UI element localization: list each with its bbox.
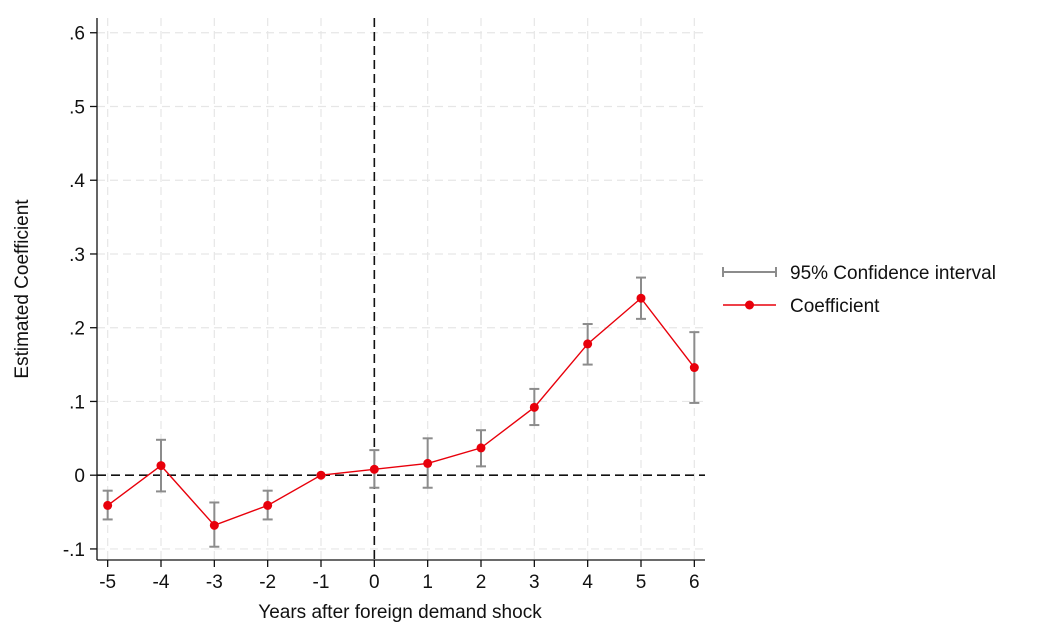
x-tick-label: 0 bbox=[369, 572, 380, 593]
legend-coefficient-symbol bbox=[723, 300, 776, 310]
x-tick-label: 6 bbox=[689, 572, 700, 593]
legend-coefficient-label: Coefficient bbox=[790, 296, 880, 317]
y-tick-label: .3 bbox=[69, 245, 85, 266]
x-tick-label: -4 bbox=[153, 572, 170, 593]
legend: 95% Confidence interval Coefficient bbox=[722, 263, 996, 317]
x-tick-label: -3 bbox=[206, 572, 223, 593]
confidence-interval-series bbox=[102, 276, 700, 548]
legend-ci-label: 95% Confidence interval bbox=[790, 263, 996, 284]
coefficient-point bbox=[369, 464, 379, 474]
coefficient-line bbox=[107, 297, 695, 527]
legend-ci-symbol bbox=[722, 267, 777, 277]
x-tick-label: -5 bbox=[99, 572, 116, 593]
coefficient-point bbox=[103, 500, 113, 510]
y-tick-label: -.1 bbox=[63, 540, 85, 561]
coefficient-point bbox=[316, 470, 326, 480]
x-tick-label: 5 bbox=[636, 572, 647, 593]
coefficient-point bbox=[209, 520, 219, 530]
x-tick-label: 1 bbox=[422, 572, 433, 593]
coefficient-point bbox=[583, 339, 593, 349]
reference-lines bbox=[97, 18, 705, 560]
coefficient-point bbox=[476, 443, 486, 453]
tick-labels: -.1 0 .1 .2 .3 .4 .5 .6 -5 -4 -3 -2 -1 0 1 2 3 4 5 6 bbox=[63, 24, 700, 593]
gridlines bbox=[97, 18, 705, 560]
x-tick-label: 4 bbox=[582, 572, 593, 593]
coefficient-series bbox=[103, 293, 699, 530]
coefficient-point bbox=[529, 402, 539, 412]
y-tick-label: .6 bbox=[69, 24, 85, 45]
x-tick-label: 3 bbox=[529, 572, 540, 593]
coefficient-point bbox=[263, 500, 273, 510]
coefficient-point bbox=[689, 363, 699, 373]
coefficient-point bbox=[156, 461, 166, 471]
x-tick-label: -2 bbox=[259, 572, 276, 593]
x-tick-label: -1 bbox=[313, 572, 330, 593]
y-tick-label: 0 bbox=[74, 466, 85, 487]
y-tick-label: .2 bbox=[69, 319, 85, 340]
coefficient-point bbox=[423, 458, 433, 468]
y-axis-title: Estimated Coefficient bbox=[12, 199, 33, 379]
y-tick-label: .5 bbox=[69, 97, 85, 118]
y-tick-label: .1 bbox=[69, 392, 85, 413]
x-axis-title: Years after foreign demand shock bbox=[258, 602, 542, 623]
axes bbox=[90, 18, 705, 567]
x-tick-label: 2 bbox=[476, 572, 487, 593]
y-tick-label: .4 bbox=[69, 171, 85, 192]
coefficient-point bbox=[636, 293, 646, 303]
